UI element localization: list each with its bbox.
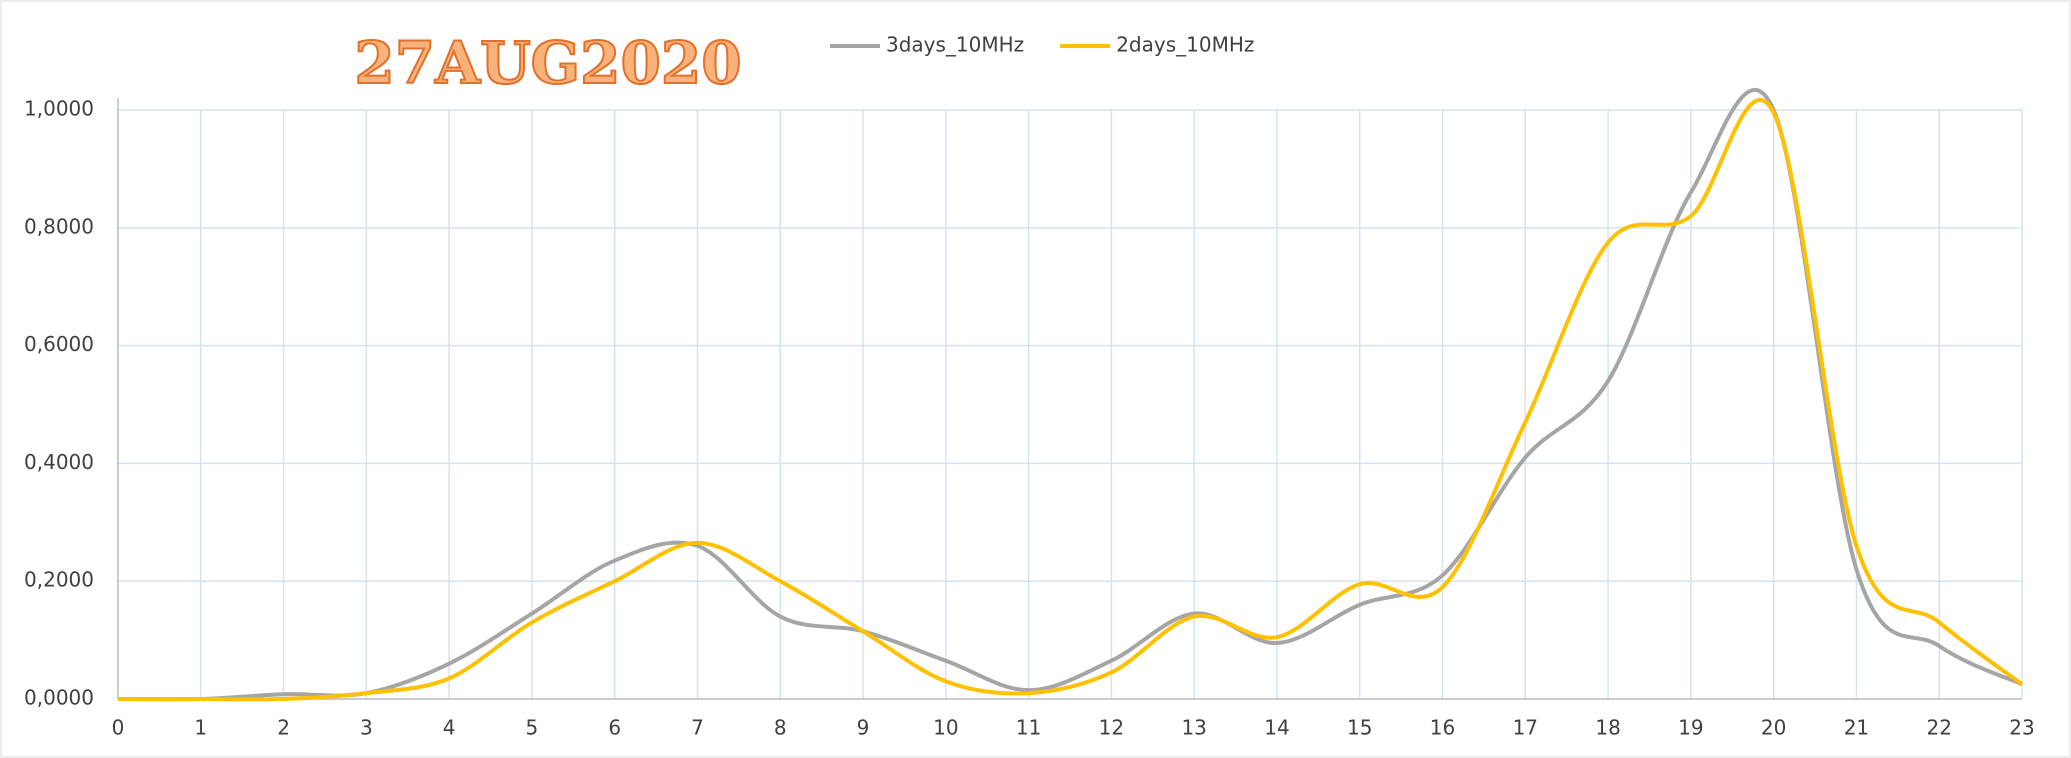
line — [118, 98, 2024, 702]
x-tick-label: 2 — [277, 716, 290, 740]
y-tick-label: 0,0000 — [24, 686, 94, 710]
x-tick-label: 3 — [360, 716, 373, 740]
x-tick-label: 4 — [443, 716, 456, 740]
x-tick-label: 9 — [857, 716, 870, 740]
y-tick-label: 0,2000 — [24, 568, 94, 592]
y-tick-label: 0,4000 — [24, 450, 94, 474]
y-tick-label: 1,0000 — [24, 97, 94, 121]
chart-title: 27AUG2020 — [354, 29, 741, 97]
x-tick-label: 5 — [526, 716, 539, 740]
x-tick-label: 0 — [112, 716, 125, 740]
y-tick-label: 0,6000 — [24, 332, 94, 356]
x-tick-label: 19 — [1678, 716, 1703, 740]
x-tick-label: 14 — [1264, 716, 1289, 740]
legend-label: 2days_10MHz — [1116, 33, 1254, 57]
x-tick-label: 12 — [1099, 716, 1124, 740]
x-tick-label: 20 — [1761, 716, 1786, 740]
x-tick-label: 11 — [1016, 716, 1041, 740]
x-tick-label: 10 — [933, 716, 958, 740]
x-tick-label: 22 — [1926, 716, 1951, 740]
x-tick-label: 23 — [2009, 716, 2034, 740]
x-tick-label: 16 — [1430, 716, 1455, 740]
y-tick-label: 0,8000 — [24, 214, 94, 238]
x-tick-label: 18 — [1595, 716, 1620, 740]
x-tick-label: 8 — [774, 716, 787, 740]
x-tick-label: 13 — [1181, 716, 1206, 740]
x-tick-label: 17 — [1513, 716, 1538, 740]
x-tick-label: 21 — [1844, 716, 1869, 740]
x-tick-label: 1 — [194, 716, 207, 740]
legend-label: 3days_10MHz — [886, 33, 1024, 57]
x-tick-label: 7 — [691, 716, 704, 740]
x-tick-label: 6 — [608, 716, 621, 740]
x-tick-label: 15 — [1347, 716, 1372, 740]
